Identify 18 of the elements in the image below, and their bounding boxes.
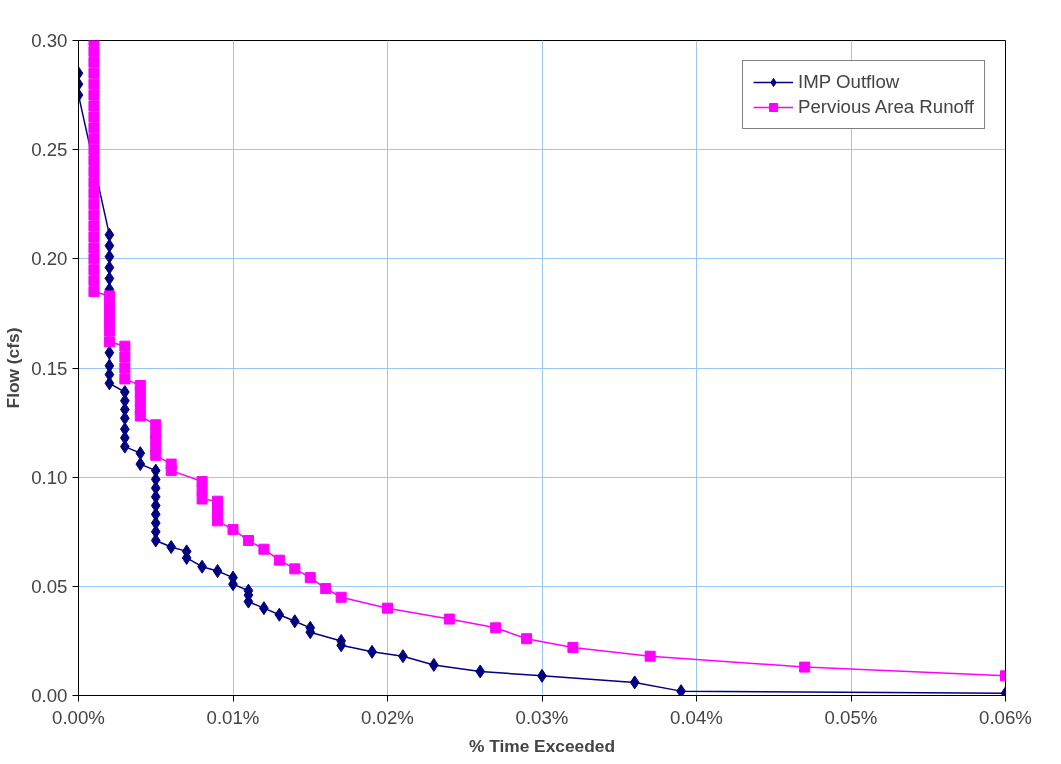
y-tick-label: 0.30 [31,30,68,51]
y-tick-label: 0.15 [31,357,68,379]
y-tick-label: 0.25 [31,139,68,161]
x-tick-label: 0.02% [361,706,414,728]
legend-label: Pervious Area Runoff [798,96,974,118]
y-tick-label: 0.10 [31,466,68,488]
x-axis-title: % Time Exceeded [468,735,616,756]
legend-label: IMP Outflow [798,71,900,93]
x-tick-label: 0.01% [206,706,260,728]
y-tick-label: 0.00 [31,685,68,706]
x-tick-label: 0.04% [670,706,723,728]
y-tick-label: 0.05 [31,575,68,597]
x-tick-label: 0.05% [824,706,878,728]
x-tick-label: 0.06% [979,706,1032,728]
x-tick-label: 0.03% [515,706,569,728]
y-axis-title: Flow (cfs) [3,327,24,409]
y-tick-label: 0.20 [31,248,68,270]
x-tick-label: 0.00% [52,706,105,728]
